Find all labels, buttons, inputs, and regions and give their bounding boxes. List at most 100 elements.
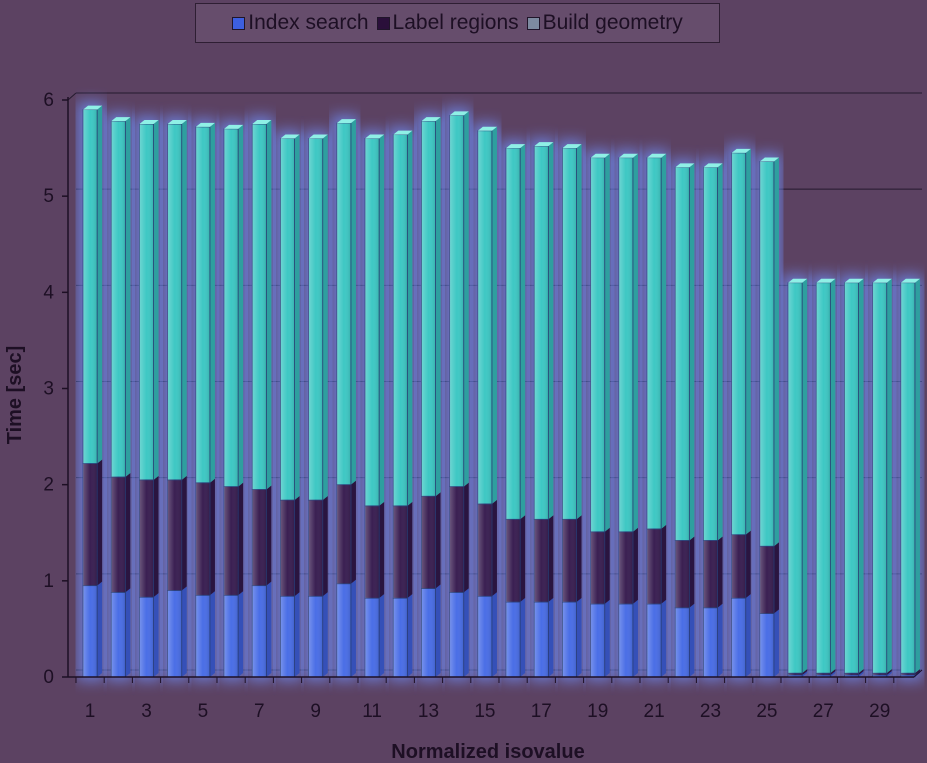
bar-cap-22	[675, 163, 695, 168]
bar-4-build-geometry	[167, 120, 187, 481]
x-tick-label-19: 19	[587, 701, 608, 722]
bar-22-index-search	[674, 603, 695, 678]
bar-21-build-geometry	[646, 153, 667, 530]
bar-cap-6	[224, 124, 244, 129]
bar-24-index-search	[731, 594, 751, 678]
bar-cap-30	[900, 278, 920, 283]
bar-18-index-search	[562, 597, 582, 678]
bar-8-build-geometry	[280, 134, 300, 501]
bar-cap-1	[83, 105, 103, 110]
y-axis-title: Time [sec]	[4, 346, 26, 445]
bar-5-index-search	[195, 591, 215, 678]
bar-9-label-regions	[308, 496, 328, 597]
bar-16-label-regions	[505, 515, 526, 603]
bar-16-index-search	[505, 597, 526, 678]
bar-cap-16	[506, 144, 526, 149]
bar-12-build-geometry	[392, 130, 413, 507]
x-axis-title: Normalized isovalue	[391, 741, 584, 763]
x-tick-label-5: 5	[198, 701, 209, 722]
x-tick-label-25: 25	[756, 701, 777, 722]
bar-cap-26	[788, 278, 808, 283]
bar-12-index-search	[392, 594, 413, 678]
bar-5-build-geometry	[195, 122, 215, 484]
bar-cap-3	[139, 120, 159, 125]
bar-25-build-geometry	[759, 157, 779, 547]
bar-25-index-search	[759, 609, 779, 678]
bar-7-label-regions	[251, 485, 272, 587]
x-tick-label-11: 11	[362, 701, 382, 722]
bar-10-index-search	[336, 579, 356, 678]
bar-cap-14	[449, 111, 469, 116]
bar-3-build-geometry	[139, 120, 159, 481]
bar-18-label-regions	[562, 515, 582, 603]
bar-3-label-regions	[139, 475, 159, 598]
bar-22-label-regions	[674, 536, 695, 609]
legend-swatch-index-search	[232, 16, 246, 30]
bar-22-build-geometry	[674, 163, 695, 541]
legend-label-index-search: Index search	[248, 11, 369, 34]
bar-20-index-search	[618, 599, 638, 678]
bar-cap-25	[759, 157, 779, 162]
bar-2-index-search	[110, 588, 131, 678]
bar-cap-27	[816, 278, 836, 283]
legend-label-label-regions: Label regions	[392, 11, 519, 34]
x-tick-label-15: 15	[474, 701, 495, 722]
x-tick-label-3: 3	[141, 701, 152, 722]
bar-10-build-geometry	[336, 119, 356, 486]
bar-13-build-geometry	[421, 117, 441, 497]
bar-4-index-search	[167, 586, 187, 678]
bar-19-label-regions	[590, 527, 610, 605]
bar-cap-28	[844, 278, 864, 283]
bar-cap-11	[365, 134, 385, 139]
x-tick-label-27: 27	[813, 701, 834, 722]
bar-23-label-regions	[703, 536, 723, 609]
bar-1-build-geometry	[82, 105, 103, 464]
bar-7-build-geometry	[251, 120, 272, 490]
bar-17-label-regions	[533, 515, 554, 603]
bar-cap-12	[393, 130, 413, 135]
bar-6-label-regions	[223, 482, 244, 596]
bar-8-label-regions	[280, 496, 300, 597]
bar-13-label-regions	[421, 492, 441, 589]
bar-6-index-search	[223, 591, 244, 678]
bar-29-build-geometry	[872, 278, 892, 674]
bar-13-index-search	[421, 584, 441, 678]
bar-cap-4	[167, 120, 187, 125]
bar-8-index-search	[280, 592, 300, 678]
bar-9-build-geometry	[308, 134, 328, 501]
bar-cap-8	[280, 134, 300, 139]
x-tick-label-7: 7	[254, 701, 265, 722]
bar-cap-23	[703, 163, 723, 168]
bar-15-label-regions	[477, 499, 497, 597]
bar-23-index-search	[703, 603, 723, 678]
bar-12-label-regions	[392, 501, 413, 599]
bars	[82, 105, 920, 678]
legend-swatch-build-geometry	[526, 16, 540, 30]
y-tick-label-4: 4	[43, 282, 54, 303]
bar-cap-5	[195, 122, 215, 127]
bar-26-build-geometry	[787, 278, 808, 674]
x-tick-label-23: 23	[700, 701, 721, 722]
y-tick-label-2: 2	[43, 475, 54, 496]
bar-17-index-search	[533, 597, 554, 678]
bar-1-label-regions	[82, 459, 103, 587]
bar-30-build-geometry	[900, 278, 920, 674]
bar-11-build-geometry	[364, 134, 385, 507]
bar-1-index-search	[82, 581, 103, 678]
bar-11-label-regions	[364, 501, 385, 599]
bar-cap-2	[111, 117, 131, 122]
bar-cap-24	[731, 148, 751, 153]
bar-cap-13	[421, 117, 441, 122]
bar-2-label-regions	[110, 472, 131, 593]
bar-5-label-regions	[195, 478, 215, 596]
legend: Index search Label regions Build geometr…	[195, 3, 720, 43]
bar-17-build-geometry	[533, 142, 554, 520]
x-tick-label-21: 21	[644, 701, 665, 722]
bar-cap-18	[562, 144, 582, 149]
bar-28-build-geometry	[844, 278, 864, 674]
y-tick-label-6: 6	[43, 90, 54, 111]
x-tick-label-9: 9	[310, 701, 321, 722]
x-tick-label-1: 1	[85, 701, 96, 722]
bar-cap-9	[308, 134, 328, 139]
